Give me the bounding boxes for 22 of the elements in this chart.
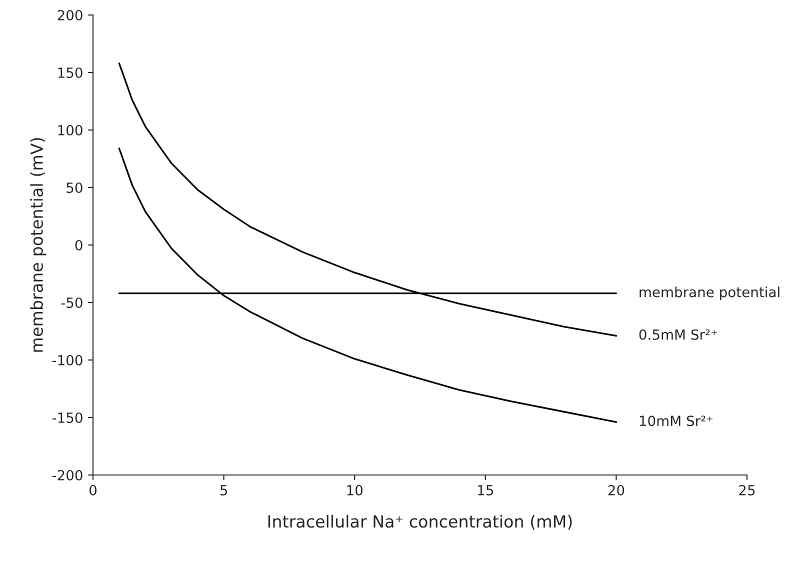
y-tick-label: 150 xyxy=(58,67,82,78)
x-tick-label: 0 xyxy=(89,484,96,496)
y-tick-label: 200 xyxy=(58,10,82,20)
y-tick-label: -200 xyxy=(52,470,82,480)
line-series xyxy=(118,148,618,423)
x-axis-title: Intracellular Na⁺ concentration (mM) xyxy=(268,514,572,530)
y-tick-label: -100 xyxy=(52,354,82,366)
x-tick-label: 20 xyxy=(608,484,624,496)
y-tick-label: 50 xyxy=(66,182,82,193)
y-tick-label: -150 xyxy=(52,412,82,423)
y-axis-title: membrane potential (mV) xyxy=(30,138,46,352)
series-label: 0.5mM Sr²⁺ xyxy=(639,329,717,340)
y-tick-label: 0 xyxy=(75,240,82,250)
x-tick-label: 25 xyxy=(739,484,755,496)
series-label: membrane potential xyxy=(640,286,780,300)
y-tick-label: 100 xyxy=(58,124,82,136)
line-series xyxy=(118,62,618,337)
y-tick-label: -50 xyxy=(61,297,82,308)
series-label: 10mM Sr²⁺ xyxy=(640,416,713,426)
x-tick-label: 10 xyxy=(347,484,363,496)
x-tick-label: 15 xyxy=(478,485,494,496)
x-tick-label: 5 xyxy=(220,485,228,496)
